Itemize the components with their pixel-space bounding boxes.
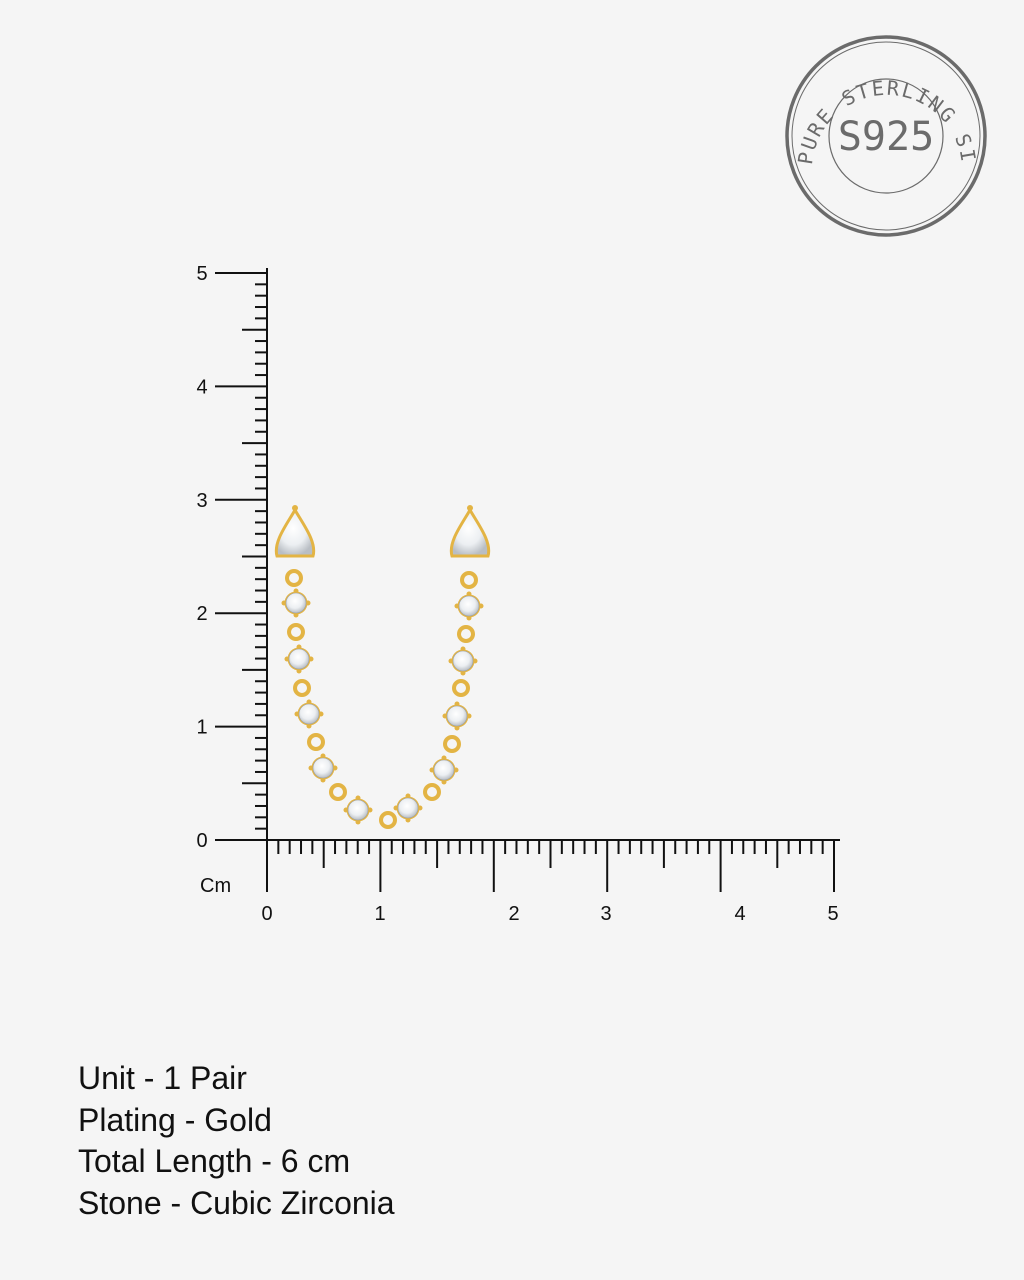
- horizontal-tick-label: 0: [261, 903, 272, 925]
- chain-link: [287, 623, 305, 641]
- spec-total-length: Total Length - 6 cm: [78, 1143, 351, 1179]
- cubic-zirconia-stone: [298, 703, 320, 725]
- chain-link: [285, 569, 303, 587]
- chain-link: [379, 811, 397, 829]
- cubic-zirconia-stone: [312, 757, 334, 779]
- chain-link: [452, 679, 470, 697]
- cubic-zirconia-stone: [285, 592, 307, 614]
- prong: [292, 505, 298, 511]
- ruler: [215, 268, 840, 892]
- chain-link: [307, 733, 325, 751]
- cubic-zirconia-stone: [433, 759, 455, 781]
- stamp-center-text: S925: [838, 114, 934, 160]
- cubic-zirconia-stone: [458, 595, 480, 617]
- vertical-tick-label: 3: [196, 490, 207, 512]
- spec-unit: Unit - 1 Pair: [78, 1060, 247, 1096]
- vertical-tick-label: 0: [196, 830, 207, 852]
- ruler-labels: 0 1 2 3 4 5 0 1 2 3 4 5: [196, 263, 838, 925]
- spec-stone: Stone - Cubic Zirconia: [78, 1184, 395, 1221]
- pear-stone: [274, 506, 316, 558]
- chain-link: [457, 625, 475, 643]
- cubic-zirconia-stone: [446, 705, 468, 727]
- chain-earring: [274, 505, 491, 829]
- chain-link: [293, 679, 311, 697]
- horizontal-tick-label: 5: [827, 903, 838, 925]
- cubic-zirconia-stone: [452, 650, 474, 672]
- unit-label: Cm: [200, 875, 231, 897]
- svg-text:PURE STERLING SILVER: PURE STERLING SILVER: [0, 0, 981, 166]
- chain-link: [460, 571, 478, 589]
- spec-plating: Plating - Gold: [78, 1101, 272, 1138]
- sterling-silver-stamp: PURE STERLING SILVER S925: [0, 0, 987, 237]
- chain-link: [423, 783, 441, 801]
- prong: [467, 505, 473, 511]
- chain-link: [329, 783, 347, 801]
- cubic-zirconia-stone: [347, 799, 369, 821]
- horizontal-tick-label: 1: [374, 903, 385, 925]
- cubic-zirconia-stone: [397, 797, 419, 819]
- vertical-tick-label: 5: [196, 263, 207, 285]
- horizontal-tick-label: 3: [600, 903, 611, 925]
- horizontal-tick-label: 2: [508, 903, 519, 925]
- product-specs: Unit - 1 Pair Plating - Gold Total Lengt…: [78, 1058, 395, 1224]
- vertical-tick-label: 1: [196, 717, 207, 739]
- cubic-zirconia-stone: [288, 648, 310, 670]
- vertical-tick-label: 4: [196, 376, 207, 398]
- chain-link: [443, 735, 461, 753]
- pear-stone: [449, 506, 491, 558]
- horizontal-tick-label: 4: [734, 903, 745, 925]
- vertical-tick-label: 2: [196, 603, 207, 625]
- stamp-ring-text: PURE STERLING SILVER: [0, 0, 979, 166]
